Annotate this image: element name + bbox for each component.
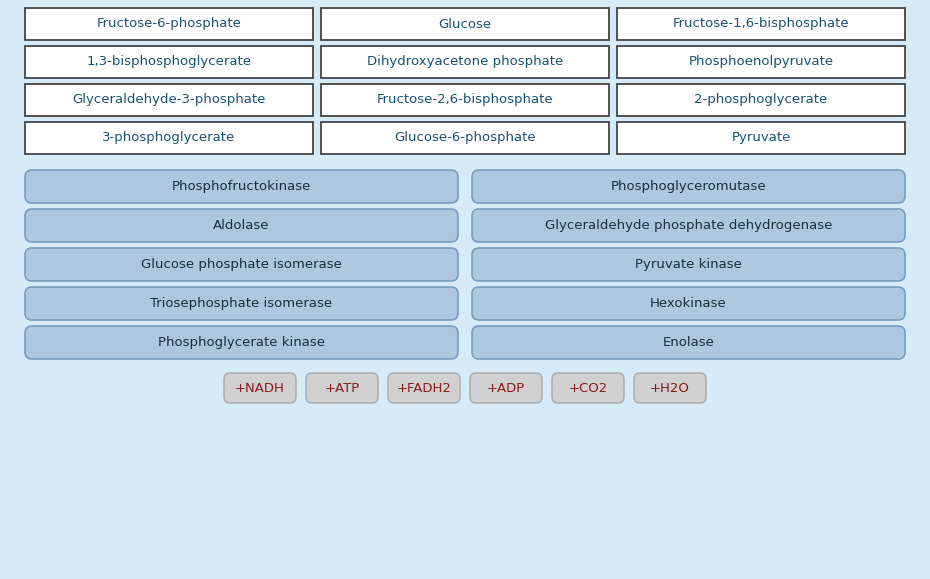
Text: Glyceraldehyde phosphate dehydrogenase: Glyceraldehyde phosphate dehydrogenase: [545, 219, 832, 232]
FancyBboxPatch shape: [472, 326, 905, 359]
Text: Dihydroxyacetone phosphate: Dihydroxyacetone phosphate: [366, 56, 564, 68]
FancyBboxPatch shape: [25, 46, 313, 78]
Text: Phosphofructokinase: Phosphofructokinase: [172, 180, 312, 193]
Text: Glucose: Glucose: [438, 17, 492, 31]
Text: Fructose-1,6-bisphosphate: Fructose-1,6-bisphosphate: [672, 17, 849, 31]
FancyBboxPatch shape: [25, 248, 458, 281]
Text: 3-phosphoglycerate: 3-phosphoglycerate: [102, 131, 235, 145]
FancyBboxPatch shape: [25, 8, 313, 40]
Text: Pyruvate kinase: Pyruvate kinase: [635, 258, 742, 271]
Text: Phosphoenolpyruvate: Phosphoenolpyruvate: [688, 56, 833, 68]
Text: +CO2: +CO2: [568, 382, 607, 394]
Text: Phosphoglyceromutase: Phosphoglyceromutase: [611, 180, 766, 193]
Text: Fructose-2,6-bisphosphate: Fructose-2,6-bisphosphate: [377, 93, 553, 107]
FancyBboxPatch shape: [617, 46, 905, 78]
Text: Hexokinase: Hexokinase: [650, 297, 727, 310]
FancyBboxPatch shape: [617, 84, 905, 116]
Text: Triosephosphate isomerase: Triosephosphate isomerase: [151, 297, 333, 310]
Text: Fructose-6-phosphate: Fructose-6-phosphate: [97, 17, 242, 31]
FancyBboxPatch shape: [25, 170, 458, 203]
FancyBboxPatch shape: [472, 248, 905, 281]
Text: +ATP: +ATP: [325, 382, 360, 394]
FancyBboxPatch shape: [321, 46, 609, 78]
FancyBboxPatch shape: [321, 8, 609, 40]
Text: 1,3-bisphosphoglycerate: 1,3-bisphosphoglycerate: [86, 56, 251, 68]
Text: 2-phosphoglycerate: 2-phosphoglycerate: [695, 93, 828, 107]
FancyBboxPatch shape: [25, 287, 458, 320]
Text: +NADH: +NADH: [235, 382, 285, 394]
Text: +FADH2: +FADH2: [396, 382, 451, 394]
FancyBboxPatch shape: [306, 373, 378, 403]
FancyBboxPatch shape: [25, 122, 313, 154]
Text: Phosphoglycerate kinase: Phosphoglycerate kinase: [158, 336, 325, 349]
Text: Enolase: Enolase: [662, 336, 714, 349]
Text: Aldolase: Aldolase: [213, 219, 270, 232]
FancyBboxPatch shape: [388, 373, 460, 403]
FancyBboxPatch shape: [472, 287, 905, 320]
FancyBboxPatch shape: [617, 122, 905, 154]
FancyBboxPatch shape: [25, 326, 458, 359]
Text: Pyruvate: Pyruvate: [731, 131, 790, 145]
FancyBboxPatch shape: [634, 373, 706, 403]
FancyBboxPatch shape: [617, 8, 905, 40]
FancyBboxPatch shape: [321, 122, 609, 154]
FancyBboxPatch shape: [25, 84, 313, 116]
FancyBboxPatch shape: [224, 373, 296, 403]
Text: +ADP: +ADP: [487, 382, 525, 394]
Text: Glyceraldehyde-3-phosphate: Glyceraldehyde-3-phosphate: [73, 93, 266, 107]
Text: Glucose-6-phosphate: Glucose-6-phosphate: [394, 131, 536, 145]
Text: Glucose phosphate isomerase: Glucose phosphate isomerase: [141, 258, 342, 271]
FancyBboxPatch shape: [321, 84, 609, 116]
FancyBboxPatch shape: [472, 170, 905, 203]
FancyBboxPatch shape: [25, 209, 458, 242]
FancyBboxPatch shape: [472, 209, 905, 242]
FancyBboxPatch shape: [470, 373, 542, 403]
Text: +H2O: +H2O: [650, 382, 690, 394]
FancyBboxPatch shape: [552, 373, 624, 403]
